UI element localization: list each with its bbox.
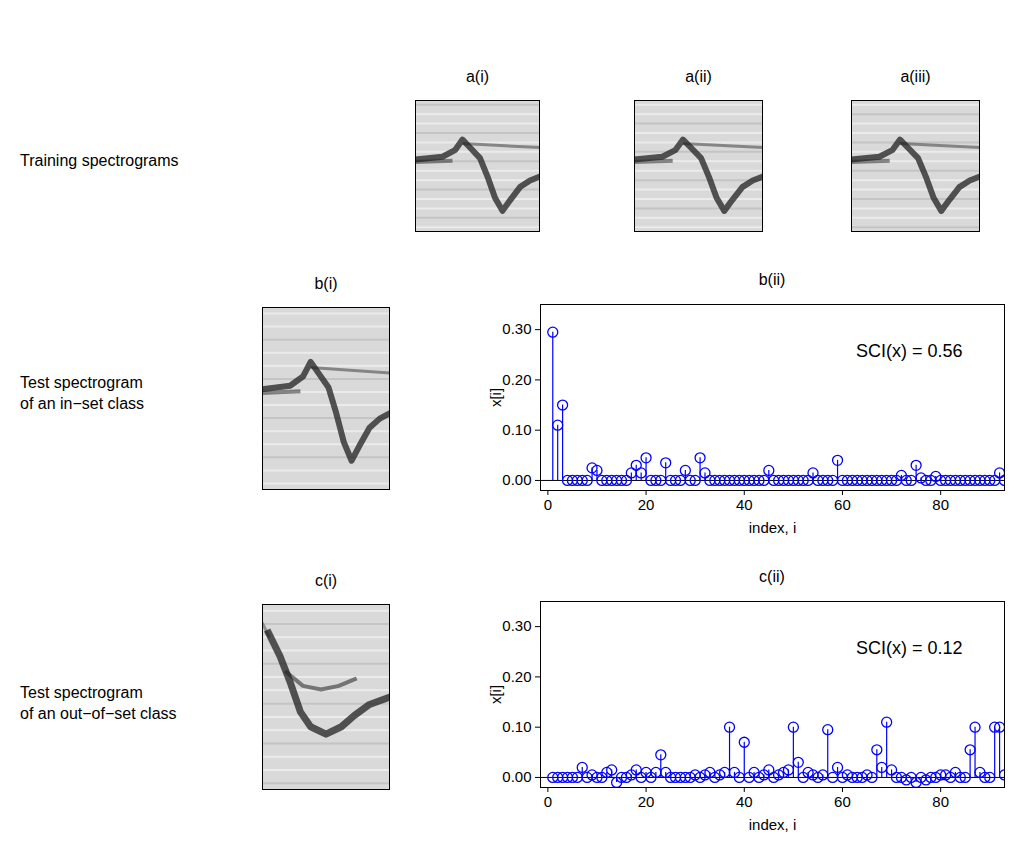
- svg-text:20: 20: [638, 496, 655, 513]
- svg-text:0.00: 0.00: [502, 768, 531, 785]
- svg-text:0.30: 0.30: [502, 617, 531, 634]
- html-text:a(iii): a(iii): [900, 68, 931, 85]
- svg-text:20: 20: [638, 793, 655, 810]
- svg-text:0.10: 0.10: [502, 718, 531, 735]
- svg-text:60: 60: [834, 496, 851, 513]
- svg-text:40: 40: [736, 793, 753, 810]
- html-text:Training spectrograms: Training spectrograms: [20, 152, 179, 169]
- html-text:b(ii): b(ii): [758, 271, 786, 288]
- html-text:a(ii): a(ii): [685, 68, 712, 85]
- svg-text:80: 80: [932, 496, 949, 513]
- html-text:of an in−set class: of an in−set class: [20, 395, 145, 412]
- svg-text:40: 40: [736, 496, 753, 513]
- svg-text:0: 0: [544, 496, 552, 513]
- svg-text:0.10: 0.10: [502, 421, 531, 438]
- svg-text:0.20: 0.20: [502, 371, 531, 388]
- html-text:Test spectrogram: Test spectrogram: [20, 684, 143, 701]
- html-text:b(i): b(i): [314, 275, 338, 292]
- svg-text:0.20: 0.20: [502, 668, 531, 685]
- svg-text:index, i: index, i: [749, 519, 797, 536]
- html-text:Test spectrogram: Test spectrogram: [20, 374, 143, 391]
- svg-text:80: 80: [932, 793, 949, 810]
- svg-text:x[i]: x[i]: [487, 388, 504, 407]
- svg-text:index, i: index, i: [749, 816, 797, 833]
- svg-text:60: 60: [834, 793, 851, 810]
- html-text:a(i): a(i): [465, 68, 489, 85]
- svg-text:0.00: 0.00: [502, 471, 531, 488]
- html-text:of an out−of−set class: of an out−of−set class: [20, 705, 177, 722]
- html-text:c(i): c(i): [314, 572, 338, 589]
- html-text:c(ii): c(ii): [759, 568, 785, 585]
- svg-text:0: 0: [544, 793, 552, 810]
- svg-text:SCI(x) = 0.56: SCI(x) = 0.56: [856, 341, 963, 361]
- svg-text:SCI(x) = 0.12: SCI(x) = 0.12: [856, 638, 963, 658]
- svg-text:x[i]: x[i]: [487, 685, 504, 704]
- svg-text:0.30: 0.30: [502, 320, 531, 337]
